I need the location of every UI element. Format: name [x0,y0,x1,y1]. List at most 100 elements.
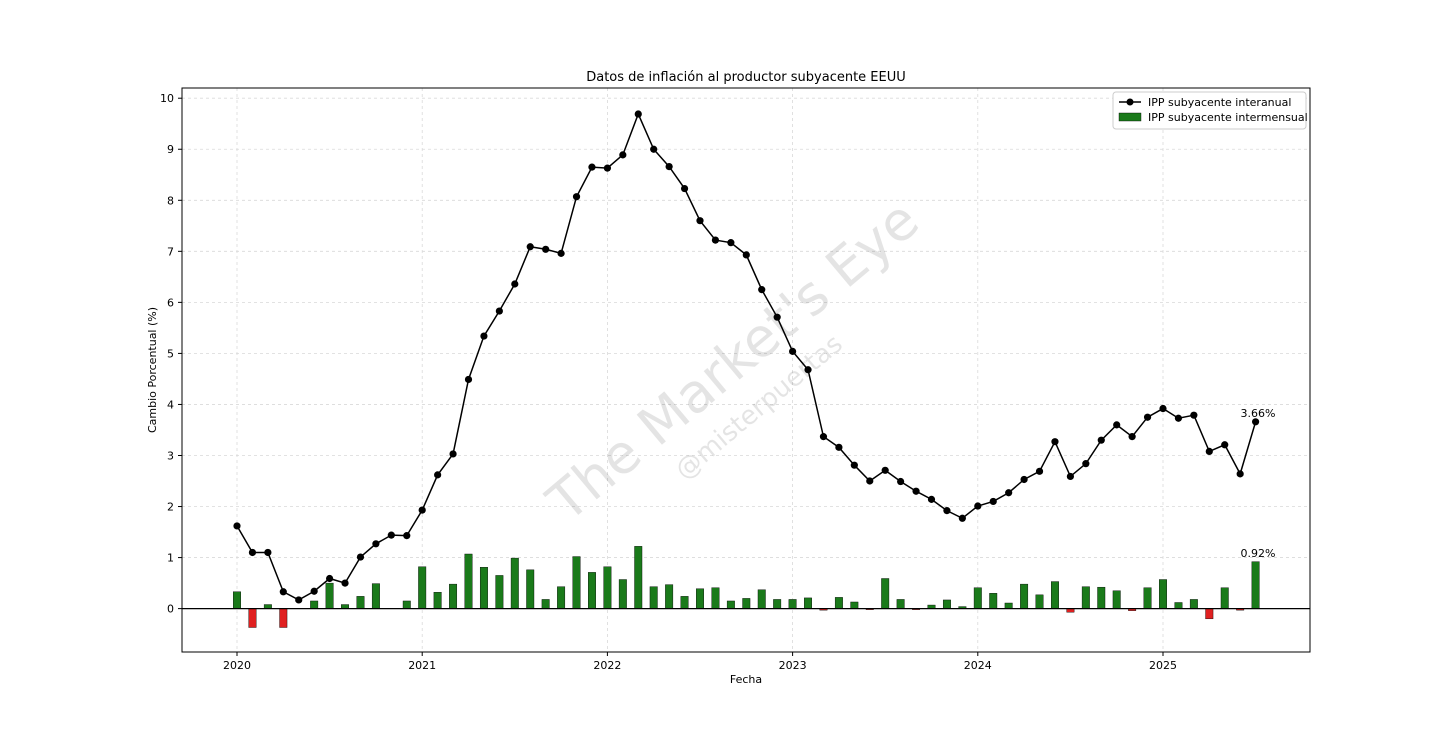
bar-intermensual [263,604,272,609]
bar-intermensual [634,546,643,609]
point-interanual [356,553,365,561]
point-interanual [835,443,843,451]
bar-intermensual [696,588,704,609]
legend-marker-swatch [1126,98,1134,106]
bar-intermensual [1143,587,1152,609]
bar-intermensual [1051,581,1059,609]
bar-intermensual [495,575,504,609]
x-tick-label: 2024 [964,659,992,672]
bar-intermensual [603,566,612,609]
x-tick-label: 2022 [593,659,621,672]
point-interanual [758,286,766,294]
bar-intermensual [433,592,442,609]
legend-box [1112,91,1307,130]
bar-intermensual [1097,586,1106,609]
point-interanual [727,239,735,247]
point-interanual [1020,475,1028,484]
bar-intermensual [618,579,627,609]
y-tick-label: 3 [167,449,174,462]
bar-intermensual [726,600,735,609]
y-tick-label: 7 [167,245,174,258]
point-interanual [680,184,689,193]
bar-intermensual [557,586,566,609]
bar-intermensual [279,608,288,628]
bar-intermensual [371,583,380,609]
bar-intermensual [572,556,581,609]
point-interanual [1190,411,1198,419]
x-tick-label: 2023 [779,659,807,672]
y-tick-label: 6 [167,296,174,309]
bar-intermensual [510,557,519,609]
point-interanual [387,531,395,539]
x-tick-label: 2025 [1149,659,1177,672]
point-interanual [927,495,936,503]
bar-intermensual [479,567,488,609]
bar-intermensual [341,604,349,609]
point-interanual [789,347,797,355]
bar-intermensual [989,593,998,609]
bar-intermensual [1159,579,1167,609]
point-interanual [372,540,380,548]
point-interanual [619,151,627,159]
point-interanual [650,145,658,153]
bar-intermensual [402,600,411,609]
bar-intermensual [711,587,720,609]
point-interanual [326,574,334,583]
point-interanual [634,110,642,118]
point-interanual [233,522,241,530]
point-interanual [434,471,442,479]
point-interanual [310,587,318,595]
bar-intermensual [773,599,782,609]
point-interanual [557,249,565,257]
point-interanual [480,332,488,340]
point-interanual [773,313,781,321]
bar-intermensual [896,599,905,609]
y-tick-label: 4 [167,398,174,411]
point-interanual [418,506,426,514]
bar-intermensual [804,597,812,609]
bar-intermensual [1112,590,1121,609]
point-interanual [1159,404,1167,413]
point-interanual [696,217,704,225]
point-interanual [1035,467,1044,475]
point-interanual [1252,418,1260,426]
legend-label-bar: IPP subyacente intermensual [1148,111,1308,124]
x-axis-title: Fecha [730,673,762,686]
bar-intermensual [973,587,982,609]
bar-intermensual [310,600,319,609]
watermark: The Market's Eye @misterpuertas [535,188,931,534]
x-tick-label: 2021 [408,659,436,672]
plot-frame [181,87,1311,653]
bar-intermensual [1081,586,1090,609]
point-interanual [819,433,828,441]
y-axis-title: Cambio Porcentual (%) [146,307,159,433]
legend-label-line: IPP subyacente interanual [1148,96,1291,109]
bar-intermensual [788,599,797,609]
point-interanual [464,375,473,384]
point-interanual [1113,421,1121,429]
bar-intermensual [1035,594,1044,609]
y-tick-label: 8 [167,194,174,207]
point-interanual [341,579,349,587]
point-interanual [264,548,272,557]
point-interanual [449,450,457,458]
point-interanual [603,164,612,172]
legend: IPP subyacente interanual IPP subyacente… [1112,91,1308,130]
bar-intermensual [834,597,843,609]
y-tick-label: 10 [160,92,174,105]
bar-intermensual [233,591,241,609]
bar-intermensual [356,596,365,609]
point-interanual [881,466,889,474]
legend-bar-swatch [1118,112,1142,122]
bar-intermensual [418,566,427,609]
point-interanual [1143,413,1152,421]
point-interanual [1097,436,1105,444]
bar-intermensual [942,599,951,609]
line-series-layer [233,110,1260,604]
bar-intermensual [850,601,859,609]
bar-intermensual [1004,602,1013,609]
point-interanual [1128,433,1136,441]
point-interanual [572,193,581,201]
